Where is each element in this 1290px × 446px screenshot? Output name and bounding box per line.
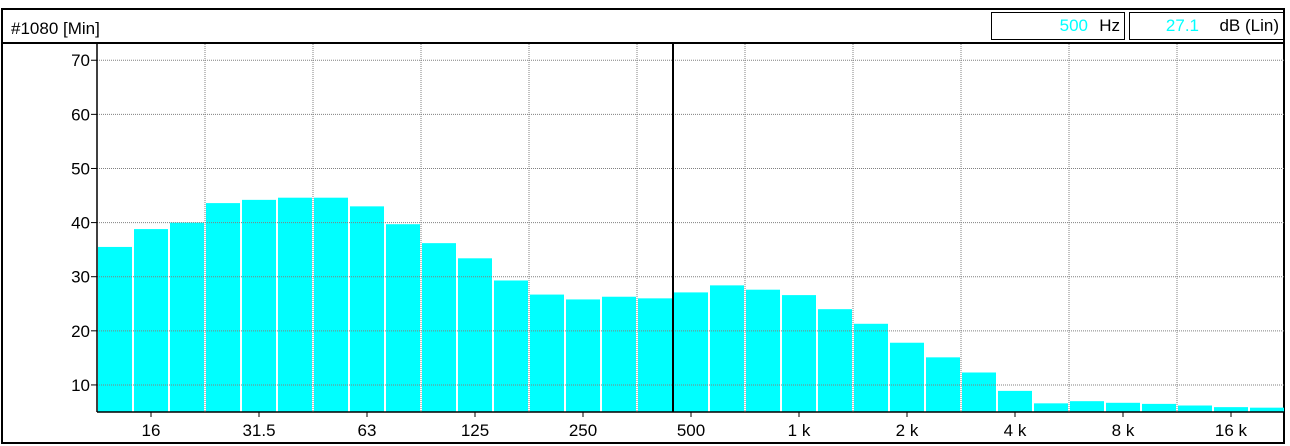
x-tick-label: 63	[358, 421, 377, 440]
x-tick-label: 16	[142, 421, 161, 440]
bar	[854, 323, 888, 412]
y-tick-label: 30	[71, 268, 90, 287]
bar	[746, 289, 780, 412]
bar	[1142, 403, 1176, 412]
bar	[998, 390, 1032, 412]
bar	[1034, 403, 1068, 412]
x-tick-label: 1 k	[788, 421, 811, 440]
cursor-level-unit: dB (Lin)	[1219, 16, 1279, 35]
x-tick-label: 8 k	[1112, 421, 1135, 440]
y-tick-label: 20	[71, 322, 90, 341]
bar	[1178, 405, 1212, 412]
x-tick-label: 500	[677, 421, 705, 440]
bar	[386, 224, 420, 412]
y-tick-label: 60	[71, 105, 90, 124]
bar	[350, 206, 384, 412]
x-tick-label: 31.5	[242, 421, 275, 440]
bar	[962, 372, 996, 412]
bar	[422, 243, 456, 412]
x-tick-label: 4 k	[1004, 421, 1027, 440]
bar	[242, 199, 276, 412]
y-tick-label: 70	[71, 51, 90, 70]
cursor-frequency-value: 500	[1059, 16, 1088, 35]
bar	[530, 294, 564, 412]
bar	[710, 285, 744, 412]
bar	[206, 203, 240, 412]
x-tick-label: 250	[569, 421, 597, 440]
cursor-frequency-unit: Hz	[1099, 16, 1120, 35]
bar	[1070, 401, 1104, 412]
bar	[674, 292, 708, 412]
bar	[458, 258, 492, 412]
bar	[566, 299, 600, 412]
bar	[890, 342, 924, 412]
bar	[1214, 407, 1248, 412]
bar	[602, 296, 636, 412]
cursor-frequency-readout: 500 Hz	[991, 12, 1125, 40]
bar	[638, 298, 672, 412]
measurement-title: #1080 [Min]	[11, 19, 100, 38]
bar	[170, 222, 204, 412]
bar	[494, 280, 528, 412]
x-tick-label: 16 k	[1215, 421, 1248, 440]
cursor-level-readout: 27.1 dB (Lin)	[1129, 12, 1284, 40]
x-tick-label: 125	[461, 421, 489, 440]
bar	[278, 197, 312, 412]
bar	[98, 246, 132, 412]
bar	[818, 309, 852, 412]
bar	[1106, 402, 1140, 412]
header-bar: #1080 [Min] 500 Hz 27.1 dB (Lin)	[3, 10, 1284, 44]
bar	[134, 229, 168, 412]
bar	[782, 295, 816, 412]
cursor-level-value: 27.1	[1165, 16, 1199, 35]
y-tick-label: 40	[71, 214, 90, 233]
x-tick-label: 2 k	[896, 421, 919, 440]
bar	[314, 197, 348, 412]
bar	[1250, 407, 1284, 412]
y-tick-label: 10	[71, 376, 90, 395]
y-tick-label: 50	[71, 159, 90, 178]
